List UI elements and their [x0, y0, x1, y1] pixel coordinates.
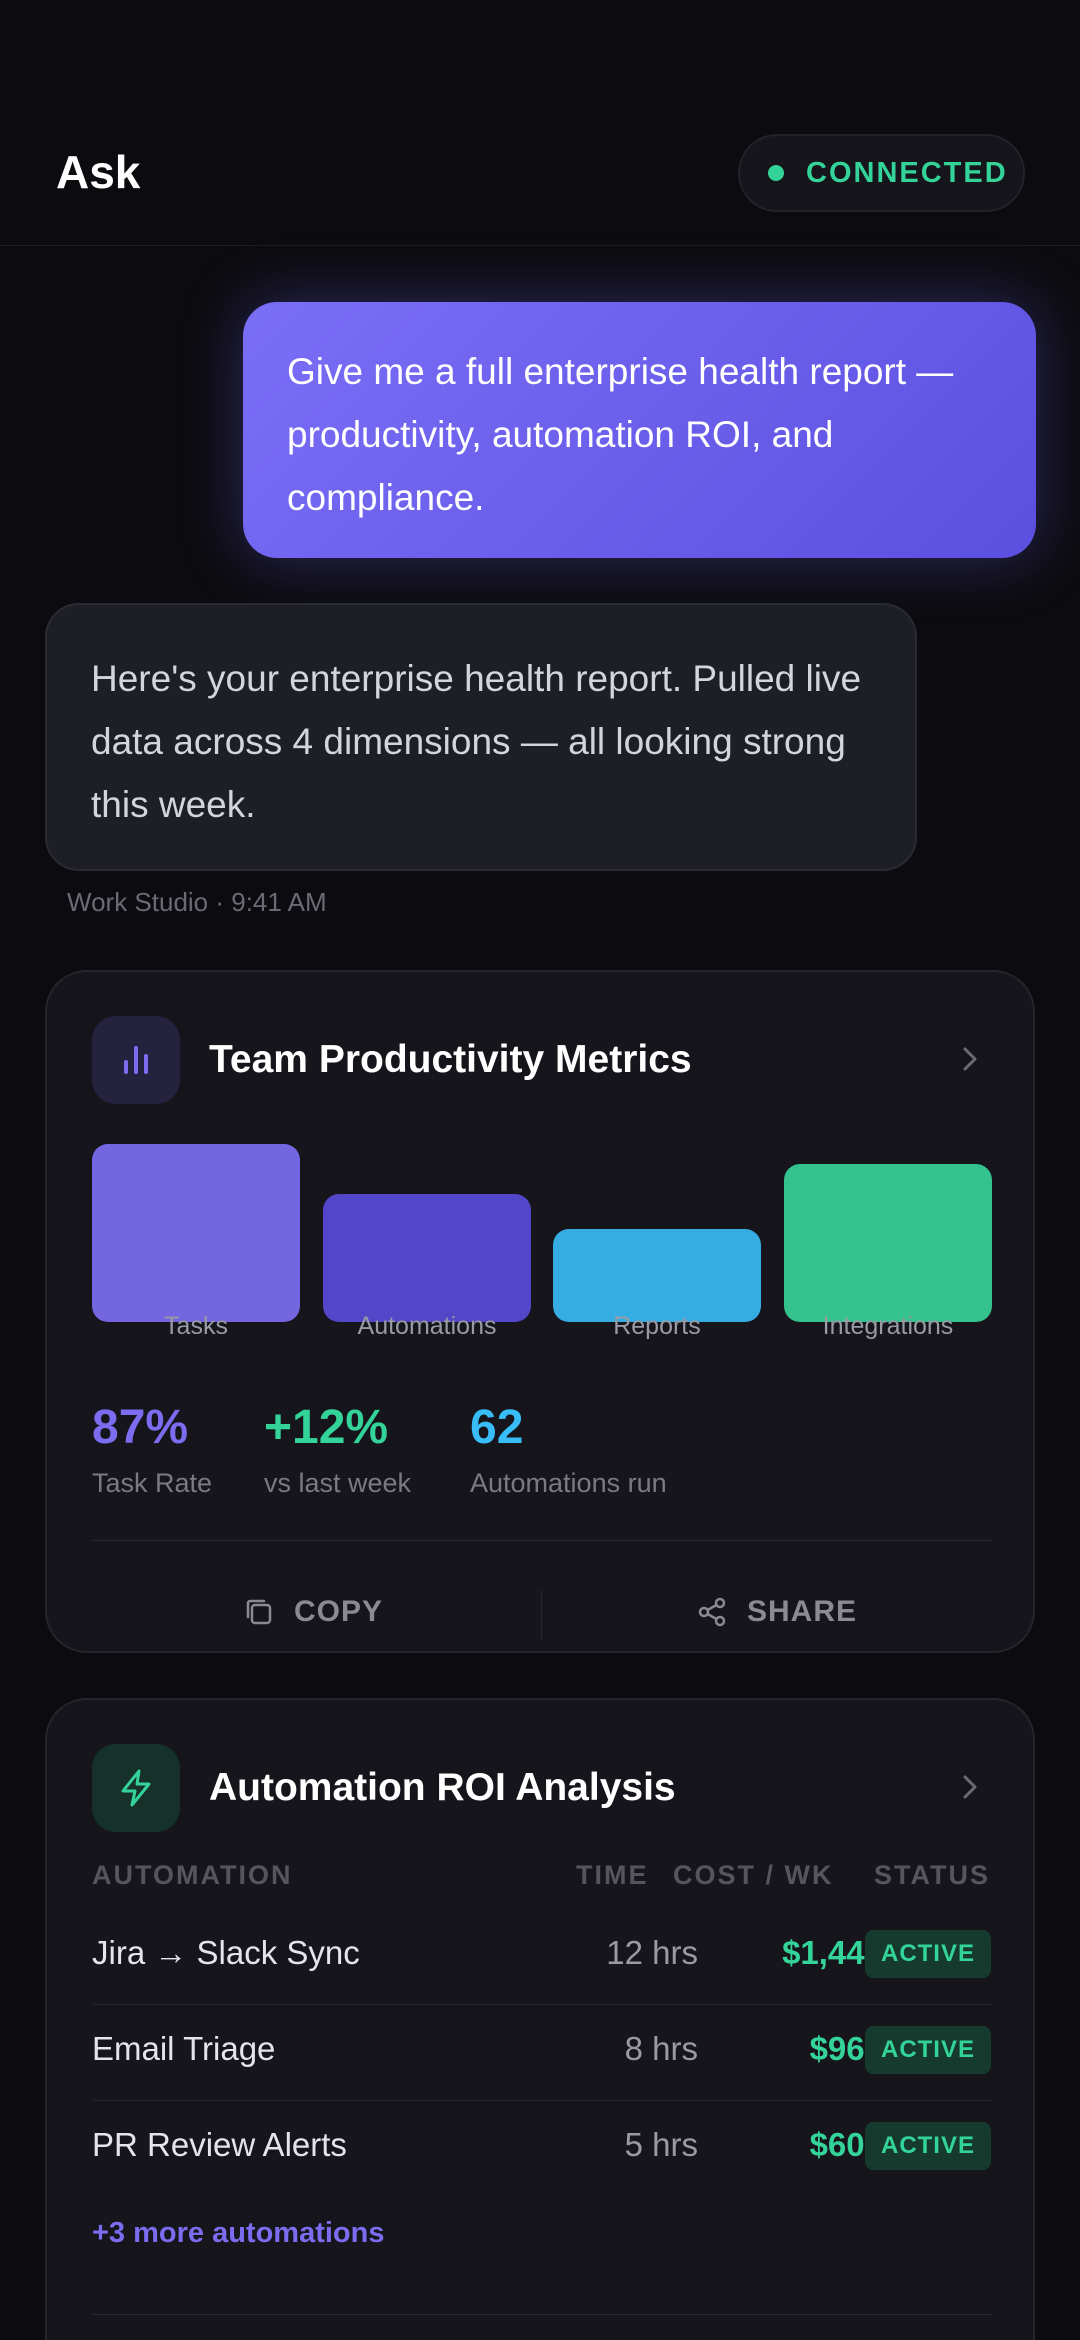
row-cost: $960 [809, 2030, 883, 2067]
column-header-cost: COST / WK [673, 1860, 834, 1890]
roi-card: Automation ROI Analysis AUTOMATION TIME … [45, 1698, 1035, 2340]
share-icon [698, 1597, 726, 1627]
status-badge: ACTIVE [865, 2122, 991, 2170]
share-label: SHARE [747, 1595, 858, 1628]
share-button[interactable]: SHARE [695, 1592, 857, 1632]
bar-label: Reports [613, 1312, 701, 1340]
bar-chart-icon [92, 1016, 180, 1104]
assistant-message-bubble: Here's your enterprise health report. Pu… [45, 603, 917, 871]
chevron-right-icon[interactable] [955, 1044, 985, 1074]
bar-automations [323, 1194, 531, 1322]
card-title: Automation ROI Analysis [209, 1766, 676, 1809]
connection-status-label: CONNECTED [806, 156, 1008, 189]
stat-task-rate-value: 87% [92, 1401, 189, 1454]
row-divider [92, 2004, 992, 2005]
more-automations-link[interactable]: +3 more automations [92, 2217, 385, 2249]
bar-reports [553, 1229, 761, 1322]
copy-icon [246, 1599, 272, 1625]
bar-label: Automations [357, 1312, 497, 1340]
stat-automations-label: Automations run [470, 1468, 667, 1498]
user-message-bubble: Give me a full enterprise health report … [243, 302, 1036, 558]
page-title: Ask [56, 146, 141, 198]
card-divider [92, 2314, 992, 2315]
lightning-icon [92, 1744, 180, 1832]
row-name: Jira → Slack Sync [92, 1934, 360, 1971]
copy-button[interactable]: COPY [242, 1592, 383, 1632]
status-dot-icon [768, 165, 784, 181]
app-header: Ask CONNECTED [0, 0, 1080, 246]
connection-status-pill[interactable]: CONNECTED [738, 134, 1025, 212]
row-cost: $1,440 [782, 1934, 883, 1971]
productivity-bar-chart [92, 1144, 992, 1322]
column-header-time: TIME [576, 1860, 649, 1890]
card-divider [92, 1540, 992, 1541]
status-badge: ACTIVE [865, 2026, 991, 2074]
chevron-right-icon[interactable] [955, 1772, 985, 1802]
stat-task-rate-label: Task Rate [92, 1468, 213, 1498]
productivity-card: Team Productivity Metrics 87% Task Rate … [45, 970, 1035, 1653]
action-separator [541, 1590, 542, 1640]
row-divider [92, 2100, 992, 2101]
row-time: 5 hrs [624, 2126, 698, 2163]
column-header-automation: AUTOMATION [92, 1860, 293, 1890]
row-time: 12 hrs [606, 1934, 698, 1971]
row-time: 8 hrs [624, 2030, 698, 2067]
status-badge: ACTIVE [865, 1930, 991, 1978]
copy-label: COPY [294, 1595, 384, 1628]
row-name: Email Triage [92, 2030, 276, 2067]
stat-weekly-change-value: +12% [264, 1401, 389, 1454]
column-header-status: STATUS [874, 1860, 990, 1890]
bar-tasks [92, 1144, 300, 1322]
bar-label: Tasks [164, 1312, 228, 1340]
row-name: PR Review Alerts [92, 2126, 347, 2163]
stat-weekly-change-label: vs last week [264, 1468, 412, 1498]
card-title: Team Productivity Metrics [209, 1038, 692, 1081]
assistant-message-meta: Work Studio · 9:41 AM [67, 887, 327, 917]
row-cost: $600 [809, 2126, 883, 2163]
bar-label: Integrations [822, 1312, 954, 1340]
stat-automations-value: 62 [470, 1401, 524, 1454]
bar-integrations [784, 1164, 992, 1322]
